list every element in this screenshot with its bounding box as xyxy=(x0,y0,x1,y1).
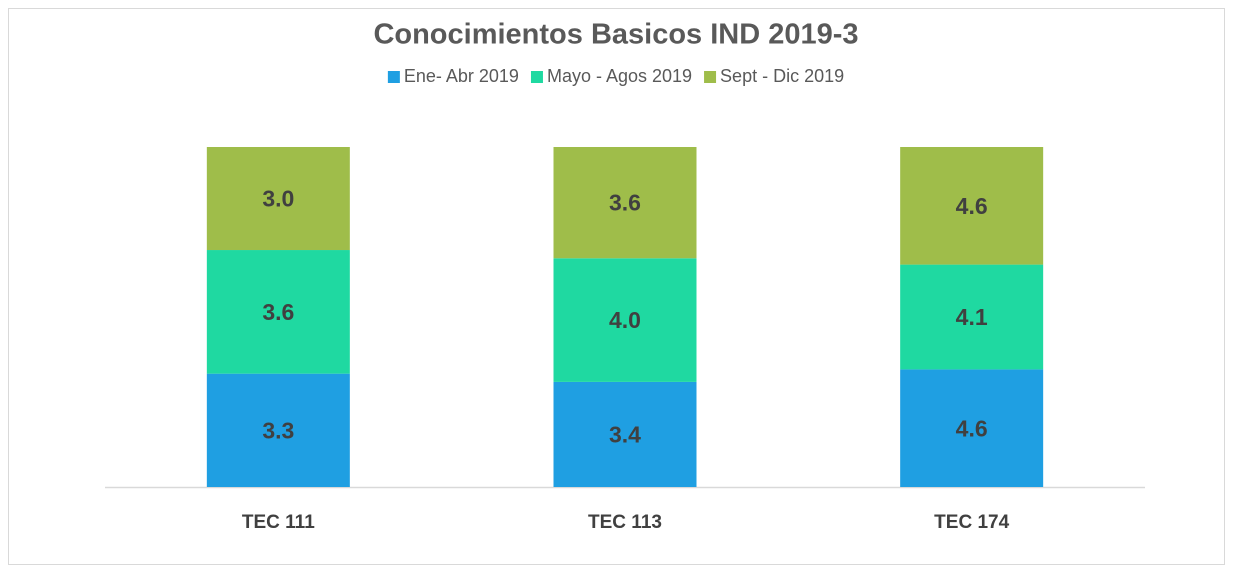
legend-swatch xyxy=(704,71,717,83)
bar-segment xyxy=(206,250,350,374)
data-label: 4.6 xyxy=(956,193,988,219)
x-tick-label: TEC 113 xyxy=(588,512,662,533)
data-label: 3.0 xyxy=(262,186,294,212)
bar-segment xyxy=(900,369,1044,487)
bar-segment xyxy=(206,373,350,487)
data-label: 3.3 xyxy=(262,417,294,443)
legend-label: Mayo - Agos 2019 xyxy=(547,66,692,86)
bar-segment xyxy=(553,258,697,382)
data-label: 4.0 xyxy=(609,307,641,333)
bar-segment xyxy=(553,381,697,487)
x-tick-label: TEC 111 xyxy=(242,512,315,533)
data-label: 3.6 xyxy=(609,190,641,216)
bar-segment xyxy=(900,147,1044,265)
data-label: 3.6 xyxy=(262,299,294,325)
chart-title: Conocimientos Basicos IND 2019-3 xyxy=(373,19,858,51)
data-label: 3.4 xyxy=(609,422,641,448)
legend-label: Sept - Dic 2019 xyxy=(720,66,844,86)
x-tick-label: TEC 174 xyxy=(934,512,1009,533)
legend-swatch xyxy=(530,71,543,83)
legend-swatch xyxy=(387,71,400,83)
bar-segment xyxy=(553,147,697,259)
bar-segment xyxy=(900,264,1044,370)
data-label: 4.1 xyxy=(956,304,988,330)
data-label: 4.6 xyxy=(956,415,988,441)
bar-segment xyxy=(206,147,350,251)
legend-label: Ene- Abr 2019 xyxy=(404,66,519,86)
